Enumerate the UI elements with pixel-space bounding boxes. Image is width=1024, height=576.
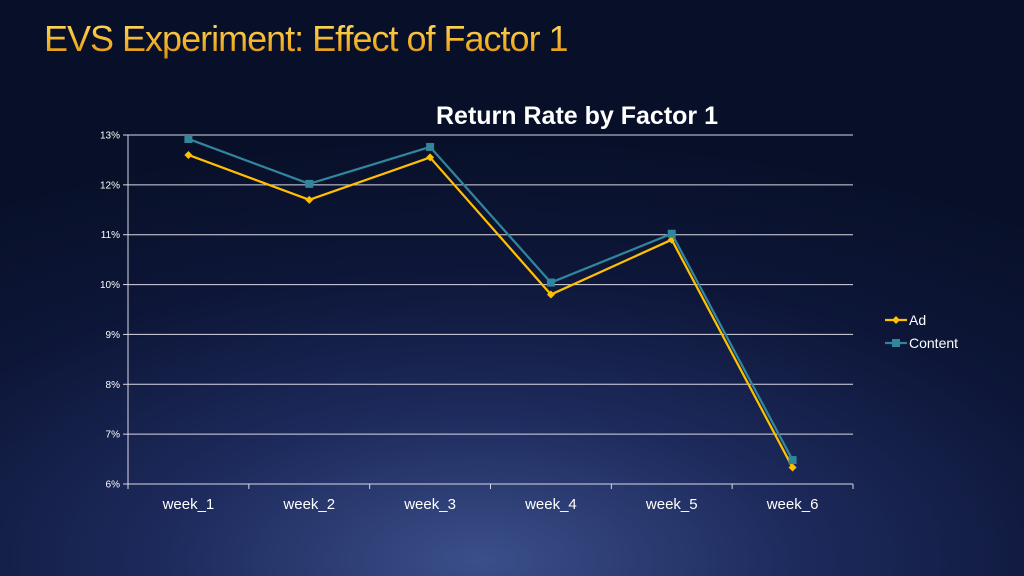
- legend-swatch-marker: [892, 339, 900, 347]
- series-ad: [184, 150, 797, 472]
- y-tick-label: 13%: [100, 131, 120, 142]
- data-point: [426, 153, 435, 162]
- legend-swatch-marker: [892, 316, 900, 324]
- data-point: [788, 463, 797, 472]
- data-point: [184, 134, 193, 143]
- legend: Ad Content: [885, 312, 958, 351]
- legend-item-content: Content: [885, 335, 958, 351]
- series-line: [188, 153, 794, 469]
- x-axis-ticks: week_1 week_2 week_3 week_4 week_5 week_6: [127, 484, 854, 513]
- x-tick-label: week_5: [645, 496, 698, 513]
- x-tick-label: week_1: [162, 496, 215, 513]
- legend-label: Ad: [909, 312, 926, 328]
- x-tick-label: week_3: [403, 496, 456, 513]
- data-point: [546, 278, 555, 287]
- y-tick-label: 8%: [106, 380, 121, 391]
- x-tick-label: week_4: [524, 496, 577, 513]
- x-tick-label: week_2: [282, 496, 335, 513]
- axes: [127, 135, 853, 485]
- data-point: [305, 179, 314, 188]
- series-content: [184, 134, 797, 465]
- legend-label: Content: [909, 335, 958, 351]
- series-group: [184, 134, 797, 472]
- data-point: [667, 229, 676, 238]
- chart-title: Return Rate by Factor 1: [436, 102, 718, 130]
- x-tick-label: week_6: [766, 496, 819, 513]
- y-axis-ticks: 6% 7% 8% 9% 10% 11% 12% 13%: [100, 131, 128, 491]
- gridlines: [128, 134, 853, 435]
- data-point: [305, 195, 314, 204]
- y-tick-label: 6%: [106, 480, 121, 491]
- legend-item-ad: Ad: [885, 312, 926, 328]
- y-tick-label: 12%: [100, 180, 120, 191]
- y-tick-label: 11%: [101, 230, 120, 241]
- series-line: [188, 137, 794, 461]
- slide-title: EVS Experiment: Effect of Factor 1: [44, 18, 569, 59]
- data-point: [426, 142, 435, 151]
- y-tick-label: 10%: [100, 280, 120, 291]
- y-tick-label: 7%: [106, 430, 121, 441]
- y-tick-label: 9%: [106, 330, 121, 341]
- data-point: [546, 290, 555, 299]
- data-point: [184, 150, 193, 159]
- data-point: [788, 456, 797, 465]
